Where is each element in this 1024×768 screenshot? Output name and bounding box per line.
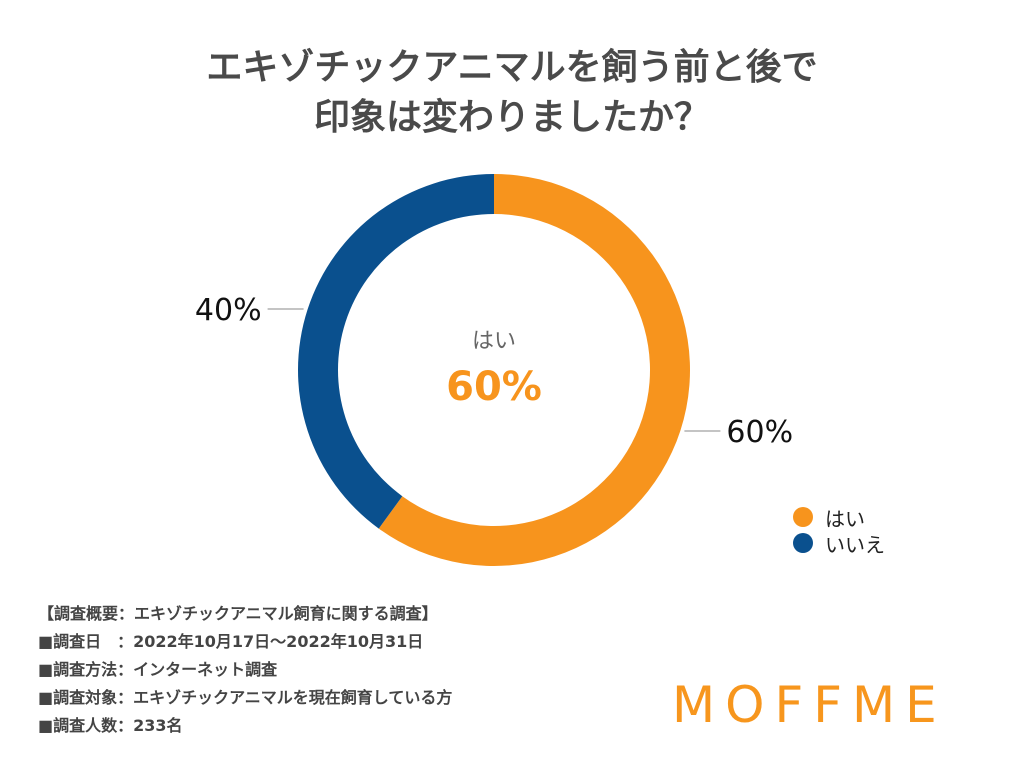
data-label-no: 40% bbox=[195, 293, 262, 328]
legend-item-yes: はい bbox=[793, 504, 885, 531]
survey-notes: 【調査概要：エキゾチックアニマル飼育に関する調査】 ■調査日 ：2022年10月… bbox=[38, 600, 452, 740]
survey-note-date: ■調査日 ：2022年10月17日〜2022年10月31日 bbox=[38, 632, 424, 651]
slice-yes bbox=[378, 174, 691, 566]
moffme-logo: MOFFME bbox=[672, 676, 947, 734]
survey-note-count: ■調査人数：233名 bbox=[38, 716, 183, 735]
legend: はい いいえ bbox=[793, 504, 885, 557]
legend-swatch-no bbox=[793, 533, 813, 553]
survey-note-target: ■調査対象：エキゾチックアニマルを現在飼育している方 bbox=[38, 688, 453, 707]
data-label-yes: 60% bbox=[726, 415, 793, 450]
legend-item-no: いいえ bbox=[793, 530, 885, 557]
legend-swatch-yes bbox=[793, 507, 813, 527]
chart-title-line-2: 印象は変わりましたか？ bbox=[313, 97, 710, 138]
center-category-label: はい bbox=[472, 329, 516, 354]
slice-no bbox=[298, 174, 494, 529]
chart-title-line-1: エキゾチックアニマルを飼う前と後で bbox=[206, 47, 818, 88]
survey-note-method: ■調査方法：インターネット調査 bbox=[38, 660, 278, 679]
survey-note-overview: 【調査概要：エキゾチックアニマル飼育に関する調査】 bbox=[38, 604, 438, 623]
legend-label-yes: はい bbox=[825, 506, 865, 531]
legend-label-no: いいえ bbox=[825, 532, 885, 557]
center-value-label: 60% bbox=[446, 364, 542, 410]
